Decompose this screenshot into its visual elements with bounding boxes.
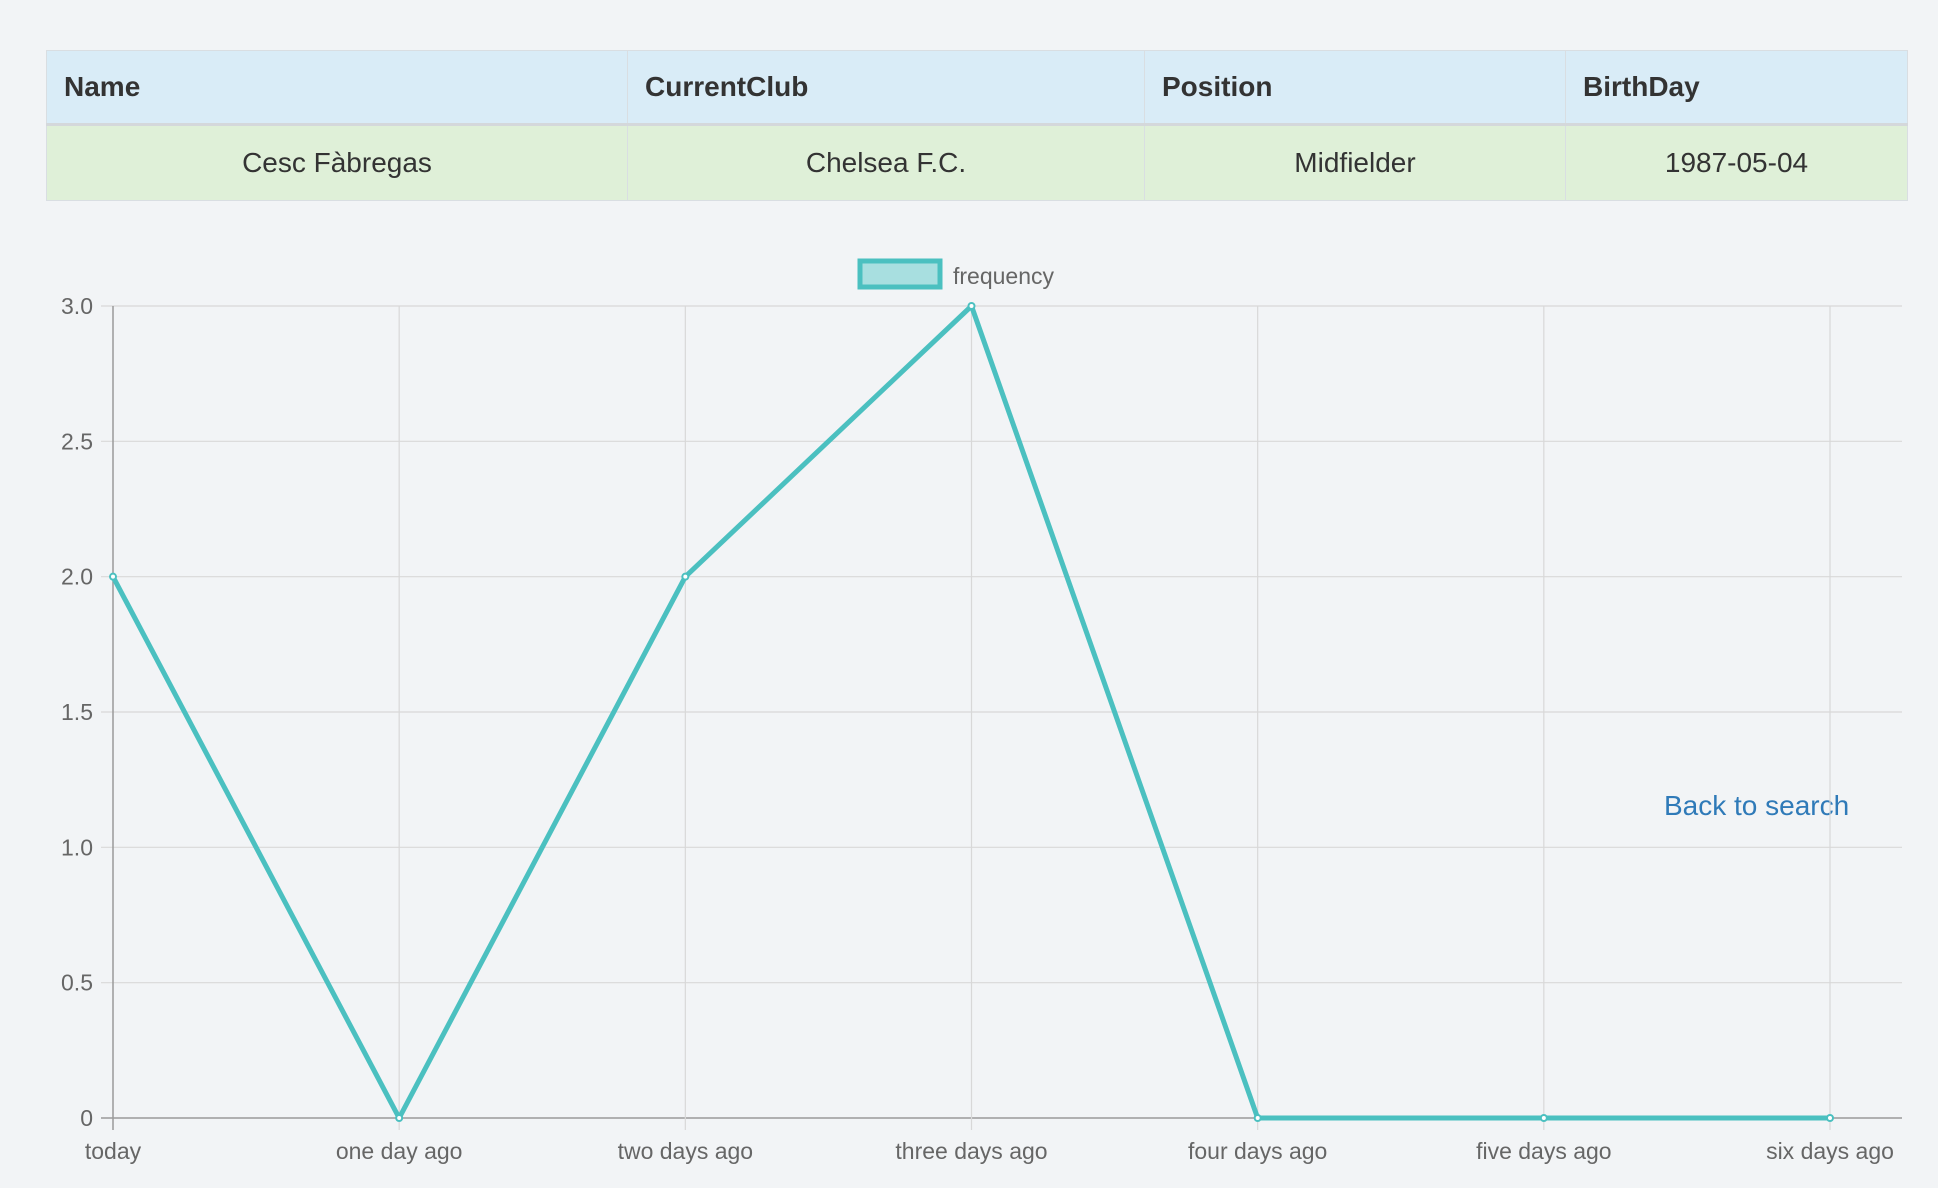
legend-swatch xyxy=(857,258,943,290)
column-header-current-club: CurrentClub xyxy=(627,50,1145,126)
x-tick-label: one day ago xyxy=(336,1138,463,1164)
x-tick-label: three days ago xyxy=(895,1138,1047,1164)
y-tick-label: 1.5 xyxy=(61,699,93,725)
data-point xyxy=(395,1114,404,1122)
back-to-search-link[interactable]: Back to search xyxy=(1664,790,1850,821)
legend-label: frequency xyxy=(953,263,1055,289)
y-tick-label: 0 xyxy=(80,1105,93,1131)
x-tick-label: two days ago xyxy=(618,1138,754,1164)
y-tick-label: 2.5 xyxy=(61,428,93,454)
x-tick-label: five days ago xyxy=(1476,1138,1612,1164)
chart-axes: 0 0.5 1.0 1.5 2.0 2.5 3.0 today one day ago two d… xyxy=(61,293,1894,1164)
column-header-birthday: BirthDay xyxy=(1565,50,1908,126)
chart-grid xyxy=(101,305,1902,1130)
x-tick-label: today xyxy=(85,1138,142,1164)
data-point xyxy=(109,572,117,581)
chart-series xyxy=(109,302,1834,1122)
cell-name: Cesc Fàbregas xyxy=(46,124,628,201)
column-header-name: Name xyxy=(46,50,628,126)
data-point xyxy=(681,572,690,581)
cell-birthday: 1987-05-04 xyxy=(1565,124,1908,201)
y-tick-label: 3.0 xyxy=(61,293,93,319)
cell-position: Midfielder xyxy=(1144,124,1566,201)
column-header-position: Position xyxy=(1144,50,1566,126)
table-header-row: Name CurrentClub Position BirthDay xyxy=(46,50,1908,126)
data-point xyxy=(1539,1114,1548,1122)
data-point xyxy=(1253,1114,1262,1122)
x-tick-label: four days ago xyxy=(1188,1138,1327,1164)
y-tick-label: 2.0 xyxy=(61,564,93,590)
y-tick-label: 1.0 xyxy=(61,834,93,860)
data-point xyxy=(1826,1114,1834,1122)
table-row: Cesc Fàbregas Chelsea F.C. Midfielder 19… xyxy=(46,124,1908,201)
y-tick-label: 0.5 xyxy=(61,970,93,996)
data-point xyxy=(967,302,976,310)
player-table: Name CurrentClub Position BirthDay Cesc … xyxy=(46,50,1908,201)
cell-current-club: Chelsea F.C. xyxy=(627,124,1145,201)
x-tick-label: six days ago xyxy=(1766,1138,1894,1164)
chart-legend: frequency xyxy=(857,258,1055,290)
